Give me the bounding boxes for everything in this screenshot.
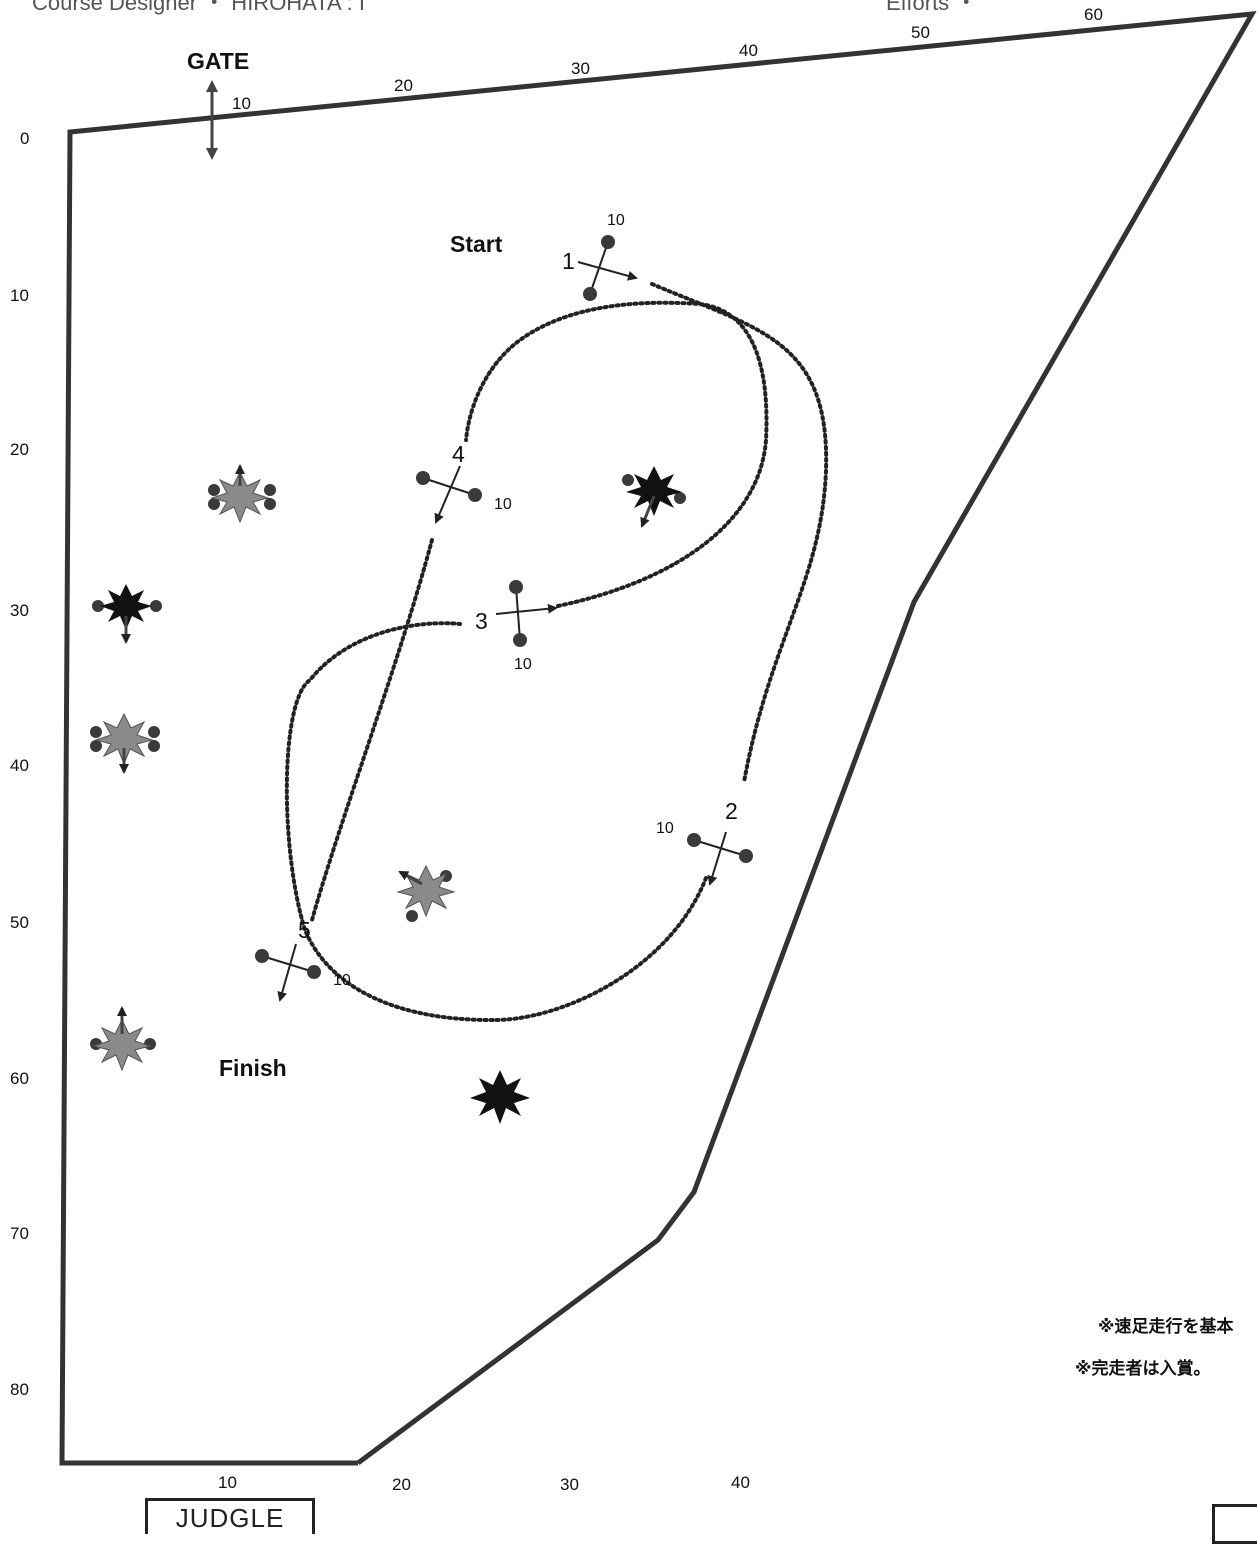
- top-tick-40: 40: [739, 41, 758, 60]
- gate-label: GATE: [187, 48, 250, 74]
- decoration-burst-grey-2: [90, 712, 160, 774]
- top-tick-50: 50: [911, 23, 930, 42]
- note-line-2: ※完走者は入賞。: [1075, 1359, 1211, 1378]
- corner-box: [1212, 1504, 1257, 1544]
- obstacle-2-height: 10: [656, 820, 674, 837]
- left-tick-10: 10: [10, 286, 29, 305]
- note-line-1: ※速足走行を基本: [1098, 1317, 1234, 1336]
- decoration-burst-dark-3: [470, 1070, 530, 1124]
- bottom-tick-30: 30: [560, 1475, 579, 1494]
- left-tick-70: 70: [10, 1224, 29, 1243]
- decoration-burst-dark-2: [622, 466, 686, 528]
- left-tick-80: 80: [10, 1380, 29, 1399]
- bottom-tick-10: 10: [218, 1473, 237, 1492]
- left-tick-50: 50: [10, 913, 29, 932]
- obstacle-3-number: 3: [475, 608, 488, 634]
- obstacle-3-height: 10: [514, 656, 532, 673]
- obstacle-5: [255, 943, 321, 1002]
- header-efforts: Efforts ・: [886, 0, 978, 15]
- header-course-designer: Course Designer ・ HIROHATA : I: [32, 0, 365, 15]
- obstacle-4-height: 10: [494, 496, 512, 513]
- decoration-burst-grey-4: [396, 864, 456, 922]
- top-tick-30: 30: [571, 59, 590, 78]
- obstacle-4: [416, 465, 482, 524]
- top-tick-10: 10: [232, 94, 251, 113]
- bottom-tick-40: 40: [731, 1473, 750, 1492]
- left-tick-60: 60: [10, 1069, 29, 1088]
- course-route: [284, 282, 829, 1023]
- left-tick-40: 40: [10, 756, 29, 775]
- left-tick-20: 20: [10, 440, 29, 459]
- finish-label: Finish: [219, 1055, 287, 1081]
- left-tick-30: 30: [10, 601, 29, 620]
- bottom-tick-20: 20: [392, 1475, 411, 1494]
- decoration-burst-grey-3: [90, 1006, 156, 1072]
- judge-box: JUDGLE: [145, 1498, 315, 1534]
- obstacle-3: [495, 580, 558, 647]
- decoration-burst-grey-1: [208, 464, 276, 524]
- obstacle-1-number: 1: [562, 248, 575, 274]
- top-tick-60: 60: [1084, 5, 1103, 24]
- obstacle-2: [687, 831, 753, 886]
- obstacle-5-height: 10: [333, 972, 351, 989]
- arena-fence: [59, 11, 1257, 1466]
- obstacle-2-number: 2: [725, 798, 738, 824]
- top-tick-20: 20: [394, 76, 413, 95]
- left-tick-0: 0: [20, 129, 30, 148]
- obstacle-5-number: 5: [298, 917, 311, 943]
- obstacle-1-height: 10: [607, 212, 625, 229]
- start-label: Start: [450, 231, 503, 257]
- obstacle-1: [577, 235, 638, 301]
- obstacle-4-number: 4: [452, 441, 465, 467]
- decoration-burst-dark-1: [92, 584, 162, 644]
